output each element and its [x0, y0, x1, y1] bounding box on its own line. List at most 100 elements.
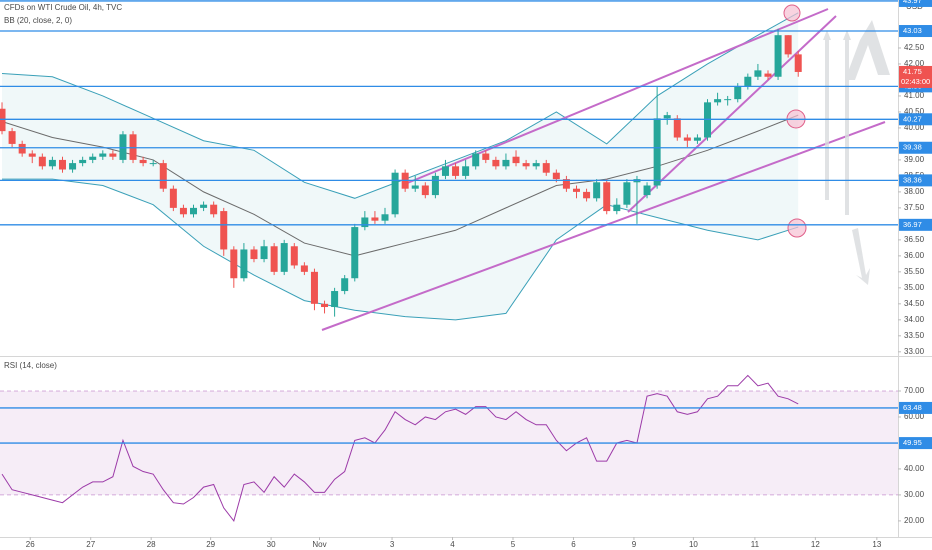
- level-label: 49.95: [903, 438, 922, 447]
- circle-marker: [787, 218, 807, 238]
- candle-body: [8, 131, 16, 144]
- candle-body: [341, 278, 349, 292]
- candle-body: [482, 153, 490, 160]
- candle-body: [593, 182, 601, 199]
- x-tick-label: 12: [811, 540, 820, 549]
- candle-body: [492, 159, 500, 167]
- last-price-label: 41.75: [903, 67, 922, 76]
- x-tick-label: 28: [147, 540, 156, 549]
- candle-body: [331, 291, 339, 308]
- chart-title: CFDs on WTI Crude Oil, 4h, TVC: [4, 3, 122, 12]
- y-tick-label: 39.00: [904, 155, 925, 164]
- level-label-bg: [899, 218, 932, 231]
- candle-body: [784, 35, 792, 55]
- level-label: 36.97: [903, 220, 922, 229]
- level-label: 39.38: [903, 143, 922, 152]
- y-tick-label: 20.00: [904, 516, 925, 525]
- rsi-line: [1, 374, 799, 522]
- y-tick-label: 60.00: [904, 412, 925, 421]
- candle-body: [411, 185, 419, 189]
- candle-body: [542, 163, 550, 173]
- x-tick-label: 26: [26, 540, 35, 549]
- candle-body: [250, 249, 258, 260]
- candle-body: [462, 166, 470, 176]
- candle-body: [693, 137, 701, 141]
- arrow: [823, 30, 831, 200]
- candle-body: [714, 99, 722, 103]
- candle-body: [512, 156, 520, 164]
- y-tick-label: 70.00: [904, 386, 925, 395]
- bb-lower: [2, 178, 799, 321]
- arrow: [845, 20, 890, 80]
- candle-body: [190, 207, 198, 215]
- candle-body: [260, 246, 268, 260]
- candle-body: [210, 204, 218, 215]
- candle-body: [361, 217, 369, 228]
- y-tick-label: 35.00: [904, 283, 925, 292]
- candle-body: [321, 303, 329, 308]
- y-tick-label: 34.50: [904, 299, 925, 308]
- x-tick-label: Nov: [312, 540, 326, 549]
- candle-body: [421, 185, 429, 196]
- candle-body: [18, 143, 26, 154]
- x-tick-label: 13: [872, 540, 881, 549]
- projection-arrows: [823, 20, 890, 285]
- y-tick-label: 36.00: [904, 251, 925, 260]
- x-tick-label: 9: [632, 540, 637, 549]
- candle-body: [371, 217, 379, 221]
- candle-body: [220, 211, 228, 250]
- level-label: 43.97: [903, 0, 922, 5]
- trend-line: [321, 121, 886, 331]
- candle-body: [179, 207, 187, 215]
- candle-body: [159, 163, 167, 189]
- y-tick-label: 30.00: [904, 490, 925, 499]
- circle-marker: [783, 4, 801, 22]
- candle-body: [764, 73, 772, 77]
- level-label-bg: [899, 437, 932, 450]
- arrow: [843, 30, 851, 215]
- x-tick-label: 4: [450, 540, 455, 549]
- candle-body: [552, 172, 560, 180]
- candle-body: [139, 159, 147, 164]
- candle-body: [200, 204, 208, 208]
- candle-body: [502, 159, 510, 167]
- x-tick-label: 5: [511, 540, 516, 549]
- candle-body: [290, 246, 298, 266]
- candle-body: [663, 115, 671, 119]
- candle-body: [69, 163, 77, 170]
- level-label-bg: [899, 401, 932, 414]
- candle-body: [683, 137, 691, 141]
- candle-body: [653, 118, 661, 186]
- candle-body: [583, 191, 591, 199]
- candle-body: [149, 163, 157, 165]
- circle-markers: [783, 4, 807, 238]
- rsi-title: RSI (14, close): [4, 361, 57, 370]
- countdown: 02:43:00: [901, 77, 930, 86]
- candle-body: [572, 188, 580, 192]
- candle-body: [351, 227, 359, 279]
- y-tick-label: 35.50: [904, 267, 925, 276]
- x-tick-label: 6: [571, 540, 576, 549]
- candle-body: [673, 118, 681, 138]
- last-price-bg: [899, 65, 932, 88]
- y-tick-label: 33.50: [904, 331, 925, 340]
- candle-body: [603, 182, 611, 212]
- candle-body: [774, 35, 782, 77]
- x-tick-label: 29: [206, 540, 215, 549]
- level-label-bg: [899, 25, 932, 38]
- bb-fill: [2, 12, 799, 320]
- level-label: 38.36: [903, 175, 922, 184]
- candle-body: [391, 172, 399, 215]
- candle-body: [38, 156, 46, 167]
- trend-line: [627, 15, 837, 213]
- level-label-bg: [899, 174, 932, 187]
- x-tick-label: 27: [86, 540, 95, 549]
- y-tick-label: 40.50: [904, 107, 925, 116]
- candle-body: [48, 159, 56, 167]
- candle-body: [28, 153, 36, 157]
- candle-body: [58, 159, 66, 170]
- x-tick-label: 10: [689, 540, 698, 549]
- y-tick-label: 42.50: [904, 43, 925, 52]
